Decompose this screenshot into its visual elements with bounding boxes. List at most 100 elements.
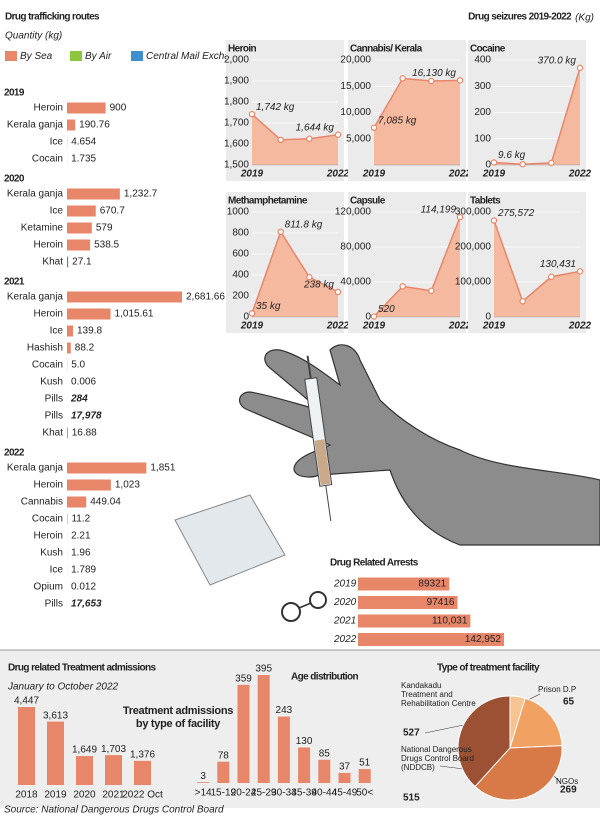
row-label: Ketamine — [21, 223, 64, 234]
point — [370, 124, 378, 132]
x-tick-label: 2019 — [482, 169, 506, 180]
subtitle: January to October 2022 — [7, 682, 119, 693]
y-tick-label: 1,800 — [224, 97, 249, 108]
syringe — [304, 355, 333, 522]
point — [428, 287, 435, 294]
point — [248, 110, 256, 118]
row-label: Heroin — [34, 531, 63, 542]
bar — [67, 205, 96, 217]
pie-slice — [474, 745, 563, 801]
pie-value: 65 — [563, 697, 575, 708]
bar — [358, 614, 471, 628]
x-tick-label: 40-44 — [312, 788, 338, 799]
value-label: 16.88 — [72, 428, 97, 439]
row-label: Pills — [45, 394, 63, 405]
bar — [257, 675, 270, 783]
value-label: 51 — [359, 758, 371, 769]
point — [576, 64, 584, 72]
x-tick-label: 2022 — [326, 169, 350, 180]
panel-title: Capsule — [350, 196, 386, 207]
value-label: 3 — [200, 771, 206, 782]
pie-slice — [509, 697, 563, 749]
row-label: Heroin — [34, 103, 63, 114]
syringe-needle — [325, 485, 332, 522]
x-tick-label: >14 — [195, 788, 212, 799]
point — [428, 77, 435, 85]
handcuff-chain — [298, 602, 312, 609]
row-label: Hashish — [27, 343, 63, 354]
x-tick-label: 2022 Oct — [122, 790, 163, 801]
x-tick-label: 2021 — [102, 790, 125, 801]
value-label: 88.2 — [75, 343, 95, 354]
value-label: 0.012 — [71, 582, 96, 593]
value-label: 275,572 — [497, 208, 535, 219]
value-label: 670.7 — [100, 206, 125, 217]
x-tick-label: 2022 — [448, 321, 472, 332]
row-label: Khat — [42, 428, 63, 439]
syringe-plunger — [306, 355, 312, 379]
line — [373, 216, 461, 318]
bar — [67, 188, 120, 200]
row-label: 2020 — [333, 597, 357, 608]
area — [374, 217, 460, 317]
line — [493, 67, 581, 165]
value-label: 130 — [296, 736, 313, 747]
x-tick-label: 50< — [356, 788, 373, 799]
y-tick-label: 400 — [474, 55, 491, 66]
row-label: Cocain — [32, 360, 63, 371]
y-tick-label: 200 — [232, 291, 249, 302]
group-heading: 2019 — [4, 88, 25, 99]
legend-swatch — [131, 51, 143, 61]
bar — [358, 769, 371, 783]
point — [548, 273, 555, 280]
bar — [67, 222, 92, 234]
value-label: 16,130 kg — [412, 68, 456, 79]
y-tick-label: 1,900 — [224, 76, 249, 87]
value-label: 520 — [378, 304, 395, 315]
value-label: 1,644 kg — [296, 122, 335, 133]
x-tick-label: 2019 — [362, 321, 386, 332]
point — [576, 268, 584, 275]
bar — [67, 119, 76, 131]
y-tick-label: 120,000 — [335, 207, 372, 218]
bar — [134, 760, 151, 785]
y-tick-label: 1,600 — [224, 139, 249, 150]
bar — [237, 684, 250, 783]
panel-title: Methamphetamine — [228, 196, 308, 207]
y-tick-label: 200 — [474, 107, 491, 118]
pie-label: NGOs — [556, 777, 579, 786]
point — [306, 135, 313, 142]
value-label: 5.0 — [71, 360, 85, 371]
y-tick-label: 100,000 — [455, 277, 492, 288]
value-label: 9.6 kg — [498, 150, 526, 161]
bar — [298, 747, 311, 783]
y-tick-label: 10,000 — [340, 107, 371, 118]
y-tick-label: 1,500 — [224, 160, 249, 171]
line — [493, 220, 581, 303]
bar — [18, 707, 35, 785]
point — [248, 310, 256, 317]
legend-swatch — [5, 51, 17, 61]
value-label: 284 — [70, 394, 88, 405]
y-tick-label: 1,700 — [224, 118, 249, 129]
legend-label: Central Mail Exchange — [146, 51, 247, 62]
x-tick-label: 2019 — [240, 321, 264, 332]
group-heading: 2020 — [4, 174, 25, 185]
x-tick-label: 2019 — [482, 321, 506, 332]
legend-swatch — [70, 51, 82, 61]
y-tick-label: 400 — [232, 270, 249, 281]
row-label: Heroin — [34, 240, 63, 251]
x-tick-label: 2019 — [44, 790, 67, 801]
x-tick-label: 30-34 — [271, 788, 297, 799]
value-label: 395 — [255, 664, 272, 675]
x-tick-label: 45-49 — [332, 788, 358, 799]
y-tick-label: 100 — [474, 133, 491, 144]
value-label: 17,978 — [71, 411, 102, 422]
value-label: 359 — [235, 673, 252, 684]
y-tick-label: 1000 — [227, 207, 250, 218]
area — [374, 78, 460, 165]
chart-title: Age distribution — [291, 672, 359, 683]
point — [334, 288, 342, 296]
point — [519, 161, 526, 168]
panel-title: Cocaine — [470, 44, 506, 55]
